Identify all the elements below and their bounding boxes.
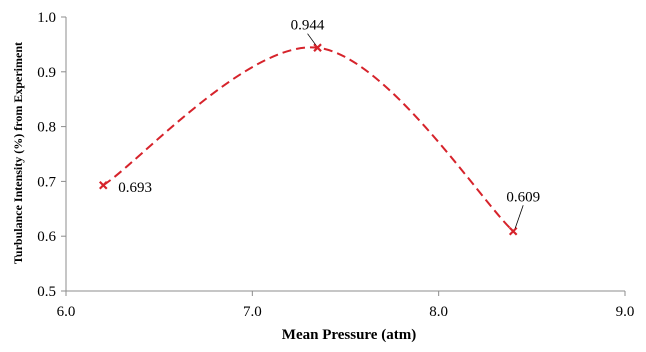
ticks-layer: 0.5 0.6 0.7 0.8 0.9 1.0 6.0 7.0 8.0 9.0 [37,10,634,320]
data-point-marker [98,180,108,190]
y-tick-label: 0.9 [37,65,56,81]
data-label-leader [514,205,524,229]
marker-stroke [313,43,322,52]
data-label-leader [307,33,316,45]
marker-stroke [508,226,518,236]
y-tick-label: 0.5 [37,284,56,300]
y-axis-title: Turbulance Intensity (%) from Experiment [11,42,25,264]
x-tick-label: 9.0 [616,304,635,320]
x-tick-label: 6.0 [57,304,76,320]
axes-layer [65,17,625,292]
marker-stroke [98,180,108,190]
data-point-marker [313,43,322,52]
data-label: 0.609 [506,189,540,205]
data-label: 0.693 [118,180,152,196]
y-tick-label: 1.0 [37,10,56,26]
data-label: 0.944 [291,18,325,34]
y-tick-label: 0.7 [37,174,56,190]
series-layer [98,43,518,236]
x-tick-label: 7.0 [243,304,262,320]
labels-layer: 0.693 0.944 0.609 [118,18,540,229]
y-tick-label: 0.6 [37,229,56,245]
data-point-marker [508,226,518,236]
x-axis-title: Mean Pressure (atm) [282,327,416,343]
series-line [102,46,514,232]
x-tick-label: 8.0 [429,304,448,320]
y-tick-label: 0.8 [37,120,56,136]
